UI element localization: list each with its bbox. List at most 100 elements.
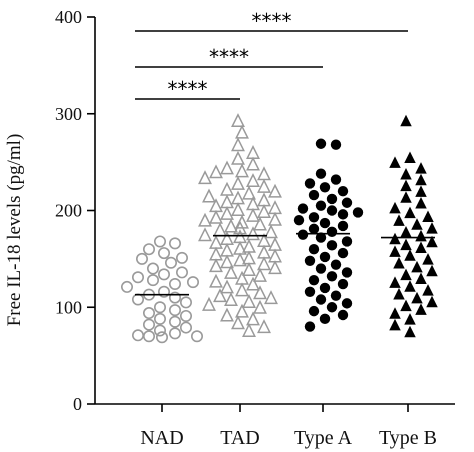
data-point (411, 218, 423, 230)
data-point (393, 256, 405, 269)
point-marker (220, 307, 234, 322)
point-marker (253, 299, 267, 314)
data-point (209, 273, 223, 288)
data-point (422, 284, 434, 296)
data-point (393, 214, 405, 226)
point-marker (246, 145, 260, 159)
point-marker (315, 200, 327, 211)
point-marker (389, 245, 401, 257)
point-marker (389, 276, 401, 288)
data-point (415, 173, 427, 186)
point-marker (257, 319, 271, 334)
point-marker (304, 255, 316, 267)
point-marker (220, 194, 234, 209)
point-marker (209, 258, 223, 273)
data-point (253, 216, 267, 231)
point-marker (220, 181, 234, 196)
point-marker (235, 214, 249, 229)
point-marker (198, 227, 212, 242)
data-point (415, 162, 427, 174)
point-marker (235, 303, 249, 318)
data-point (415, 272, 427, 284)
data-point (319, 217, 331, 229)
point-marker (404, 151, 416, 164)
data-point (330, 139, 342, 150)
point-marker (352, 207, 364, 218)
data-point (389, 232, 401, 245)
data-point (400, 114, 412, 127)
data-point (233, 220, 247, 235)
data-point (341, 298, 353, 309)
point-marker (224, 292, 238, 307)
data-point (400, 226, 412, 238)
point-marker (411, 291, 423, 304)
point-marker (400, 268, 412, 281)
point-marker (132, 293, 145, 306)
data-point (154, 235, 167, 248)
point-marker (231, 150, 245, 165)
point-marker (393, 287, 405, 300)
data-point (326, 302, 338, 313)
point-marker (224, 264, 238, 279)
data-point (297, 229, 309, 240)
x-axis: NAD TAD Type A Type B (95, 403, 455, 449)
data-point (422, 253, 434, 265)
point-marker (326, 302, 338, 313)
data-point (326, 226, 338, 237)
point-marker (415, 162, 427, 174)
data-point (233, 229, 247, 244)
data-point (404, 249, 416, 261)
data-point (337, 309, 349, 321)
data-point (169, 327, 182, 340)
data-point (143, 330, 156, 343)
point-marker (268, 236, 282, 251)
data-point (422, 210, 434, 223)
point-marker (308, 212, 320, 223)
point-marker (246, 226, 260, 241)
data-point (337, 247, 349, 259)
data-point (400, 191, 412, 203)
point-marker (415, 197, 427, 209)
y-axis: 0 100 200 300 400 (55, 7, 96, 414)
data-point (231, 175, 245, 190)
data-point (297, 203, 309, 214)
data-point (308, 305, 320, 317)
data-point (231, 315, 245, 330)
significance-label: **** (209, 45, 249, 69)
data-point (337, 278, 349, 290)
point-marker (154, 324, 167, 337)
point-marker (191, 330, 204, 343)
point-marker (404, 249, 416, 261)
point-marker (404, 325, 416, 338)
data-point (315, 138, 327, 149)
data-point (352, 207, 364, 218)
point-marker (253, 285, 267, 300)
point-marker (268, 211, 282, 226)
point-marker (242, 185, 256, 200)
point-marker (220, 160, 234, 175)
data-point (154, 301, 167, 314)
data-point (330, 174, 342, 185)
data-point (308, 212, 320, 223)
data-point (319, 251, 331, 263)
data-point (337, 185, 349, 197)
data-point (220, 160, 234, 175)
data-point (233, 252, 247, 267)
y-tick-label: 400 (55, 7, 82, 27)
data-point (315, 200, 327, 211)
data-point (220, 254, 234, 269)
data-point (389, 318, 401, 331)
point-marker (158, 285, 171, 298)
point-marker (220, 279, 234, 294)
point-marker (169, 291, 182, 304)
point-marker (246, 156, 260, 171)
point-marker (257, 204, 271, 218)
data-point (319, 182, 331, 193)
point-marker (415, 241, 427, 254)
point-marker (415, 173, 427, 186)
data-point (257, 166, 271, 181)
point-marker (165, 256, 178, 269)
point-marker (156, 331, 169, 344)
data-point (136, 252, 149, 265)
data-point (242, 323, 256, 337)
